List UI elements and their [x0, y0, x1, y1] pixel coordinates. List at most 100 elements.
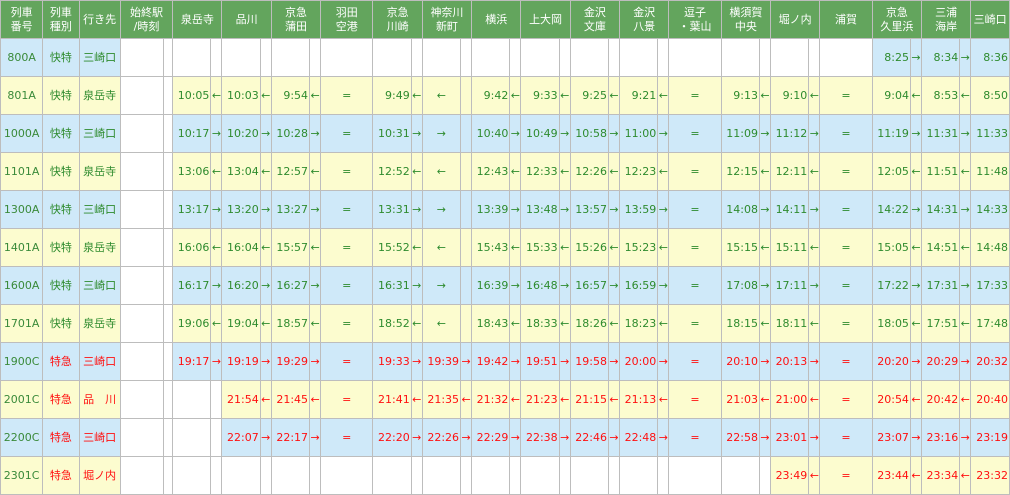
time-cell: 21:00: [770, 380, 810, 419]
time-cell: [819, 38, 873, 77]
time-cell: [569, 456, 609, 495]
direction-arrow: →: [607, 190, 621, 229]
direction-arrow: →: [758, 266, 772, 305]
table-row: 1300A 快特 三崎口 13:17 → 13:20 → 13:27 → = 13:31 → → 13:3…: [0, 190, 1010, 229]
direction-arrow: ←: [259, 304, 272, 343]
header-station: 品川: [221, 0, 272, 39]
train-destination: 泉岳寺: [78, 228, 121, 267]
pass-mark: =: [668, 76, 722, 115]
header-station: 金沢 八景: [619, 0, 670, 39]
direction-arrow: →: [558, 342, 571, 381]
time-cell: 22:38: [520, 418, 560, 457]
direction-arrow: [460, 228, 473, 267]
direction-arrow: [259, 456, 272, 495]
direction-arrow: ←: [410, 228, 423, 267]
time-cell: [720, 38, 760, 77]
pass-mark: =: [819, 304, 873, 343]
train-destination: 品 川: [78, 380, 121, 419]
direction-arrow: ←: [607, 380, 621, 419]
header-station: 逗子 ・葉山: [668, 0, 722, 39]
train-type: 特急: [42, 418, 80, 457]
time-cell: 11:19: [871, 114, 911, 153]
direction-arrow: →: [758, 190, 772, 229]
direction-arrow: ←: [607, 304, 621, 343]
header-station: 三崎口: [970, 0, 1010, 39]
direction-arrow: ←: [210, 304, 223, 343]
direction-arrow: →: [808, 342, 821, 381]
header-station: 横須賀 中央: [720, 0, 772, 39]
time-cell: 17:48: [970, 304, 1010, 343]
direction-arrow: ←: [657, 152, 670, 191]
time-cell: 12:43: [471, 152, 511, 191]
train-destination: 三崎口: [78, 114, 121, 153]
time-cell: 15:05: [871, 228, 911, 267]
direction-arrow: →: [959, 190, 972, 229]
start-end-cell: [119, 190, 165, 229]
start-end-arrow: [163, 456, 174, 495]
pass-mark: =: [668, 342, 722, 381]
time-cell: 13:04: [221, 152, 261, 191]
time-cell: [668, 456, 722, 495]
start-end-arrow: [163, 418, 174, 457]
train-type: 快特: [42, 76, 80, 115]
train-type: 快特: [42, 190, 80, 229]
direction-arrow: →: [558, 266, 571, 305]
time-cell: 19:17: [172, 342, 212, 381]
pass-mark: =: [819, 76, 873, 115]
direction-arrow: →: [259, 342, 272, 381]
time-cell: 19:51: [520, 342, 560, 381]
table-row: 2301C 特急 堀ノ内 23:49 ← = 23:44 ← 23:34 ← 23:32: [0, 456, 1010, 495]
time-cell: [270, 38, 311, 77]
direction-arrow: →: [959, 418, 972, 457]
table-row: 800A 快特 三崎口 8:25 → 8:34 → 8:36: [0, 38, 1010, 77]
direction-arrow: →: [959, 342, 972, 381]
header-station: 神奈川 新町: [421, 0, 473, 39]
time-cell: 19:04: [221, 304, 261, 343]
time-cell: 22:17: [270, 418, 311, 457]
direction-arrow: [758, 456, 772, 495]
time-cell: [471, 456, 511, 495]
time-cell: 13:57: [569, 190, 609, 229]
direction-arrow: ←: [259, 152, 272, 191]
time-cell: 18:43: [471, 304, 511, 343]
time-cell: 15:33: [520, 228, 560, 267]
time-cell: 10:28: [270, 114, 311, 153]
direction-arrow: →: [959, 114, 972, 153]
train-type: 快特: [42, 152, 80, 191]
direction-arrow: ←: [558, 76, 571, 115]
time-cell: [720, 456, 760, 495]
time-cell: 12:11: [770, 152, 810, 191]
direction-arrow: ←: [758, 76, 772, 115]
direction-arrow: ←: [410, 152, 423, 191]
time-cell: 9:42: [471, 76, 511, 115]
time-cell: 20:42: [920, 380, 961, 419]
train-type: 快特: [42, 266, 80, 305]
direction-arrow: →: [808, 418, 821, 457]
time-cell: 23:07: [871, 418, 911, 457]
time-cell: 22:29: [471, 418, 511, 457]
train-destination: 泉岳寺: [78, 304, 121, 343]
pass-mark: =: [320, 266, 374, 305]
start-end-cell: [119, 152, 165, 191]
start-end-arrow: [163, 342, 174, 381]
table-row: 1701A 快特 泉岳寺 19:06 ← 19:04 ← 18:57 ← = 18:52 ← ← 18:4…: [0, 304, 1010, 343]
time-cell: 14:48: [970, 228, 1010, 267]
time-cell: 12:05: [871, 152, 911, 191]
direction-arrow: ←: [410, 76, 423, 115]
start-end-cell: [119, 380, 165, 419]
direction-arrow: →: [607, 266, 621, 305]
train-type: 快特: [42, 114, 80, 153]
time-cell: 19:42: [471, 342, 511, 381]
pass-mark: →: [421, 190, 462, 229]
direction-arrow: ←: [959, 456, 972, 495]
time-cell: 23:44: [871, 456, 911, 495]
header-train-no: 列車 番号: [0, 0, 44, 39]
direction-arrow: ←: [758, 228, 772, 267]
direction-arrow: ←: [309, 304, 322, 343]
train-type: 特急: [42, 380, 80, 419]
time-cell: 16:20: [221, 266, 261, 305]
pass-mark: ←: [421, 76, 462, 115]
time-cell: 18:52: [372, 304, 412, 343]
time-cell: 10:40: [471, 114, 511, 153]
time-cell: 9:10: [770, 76, 810, 115]
